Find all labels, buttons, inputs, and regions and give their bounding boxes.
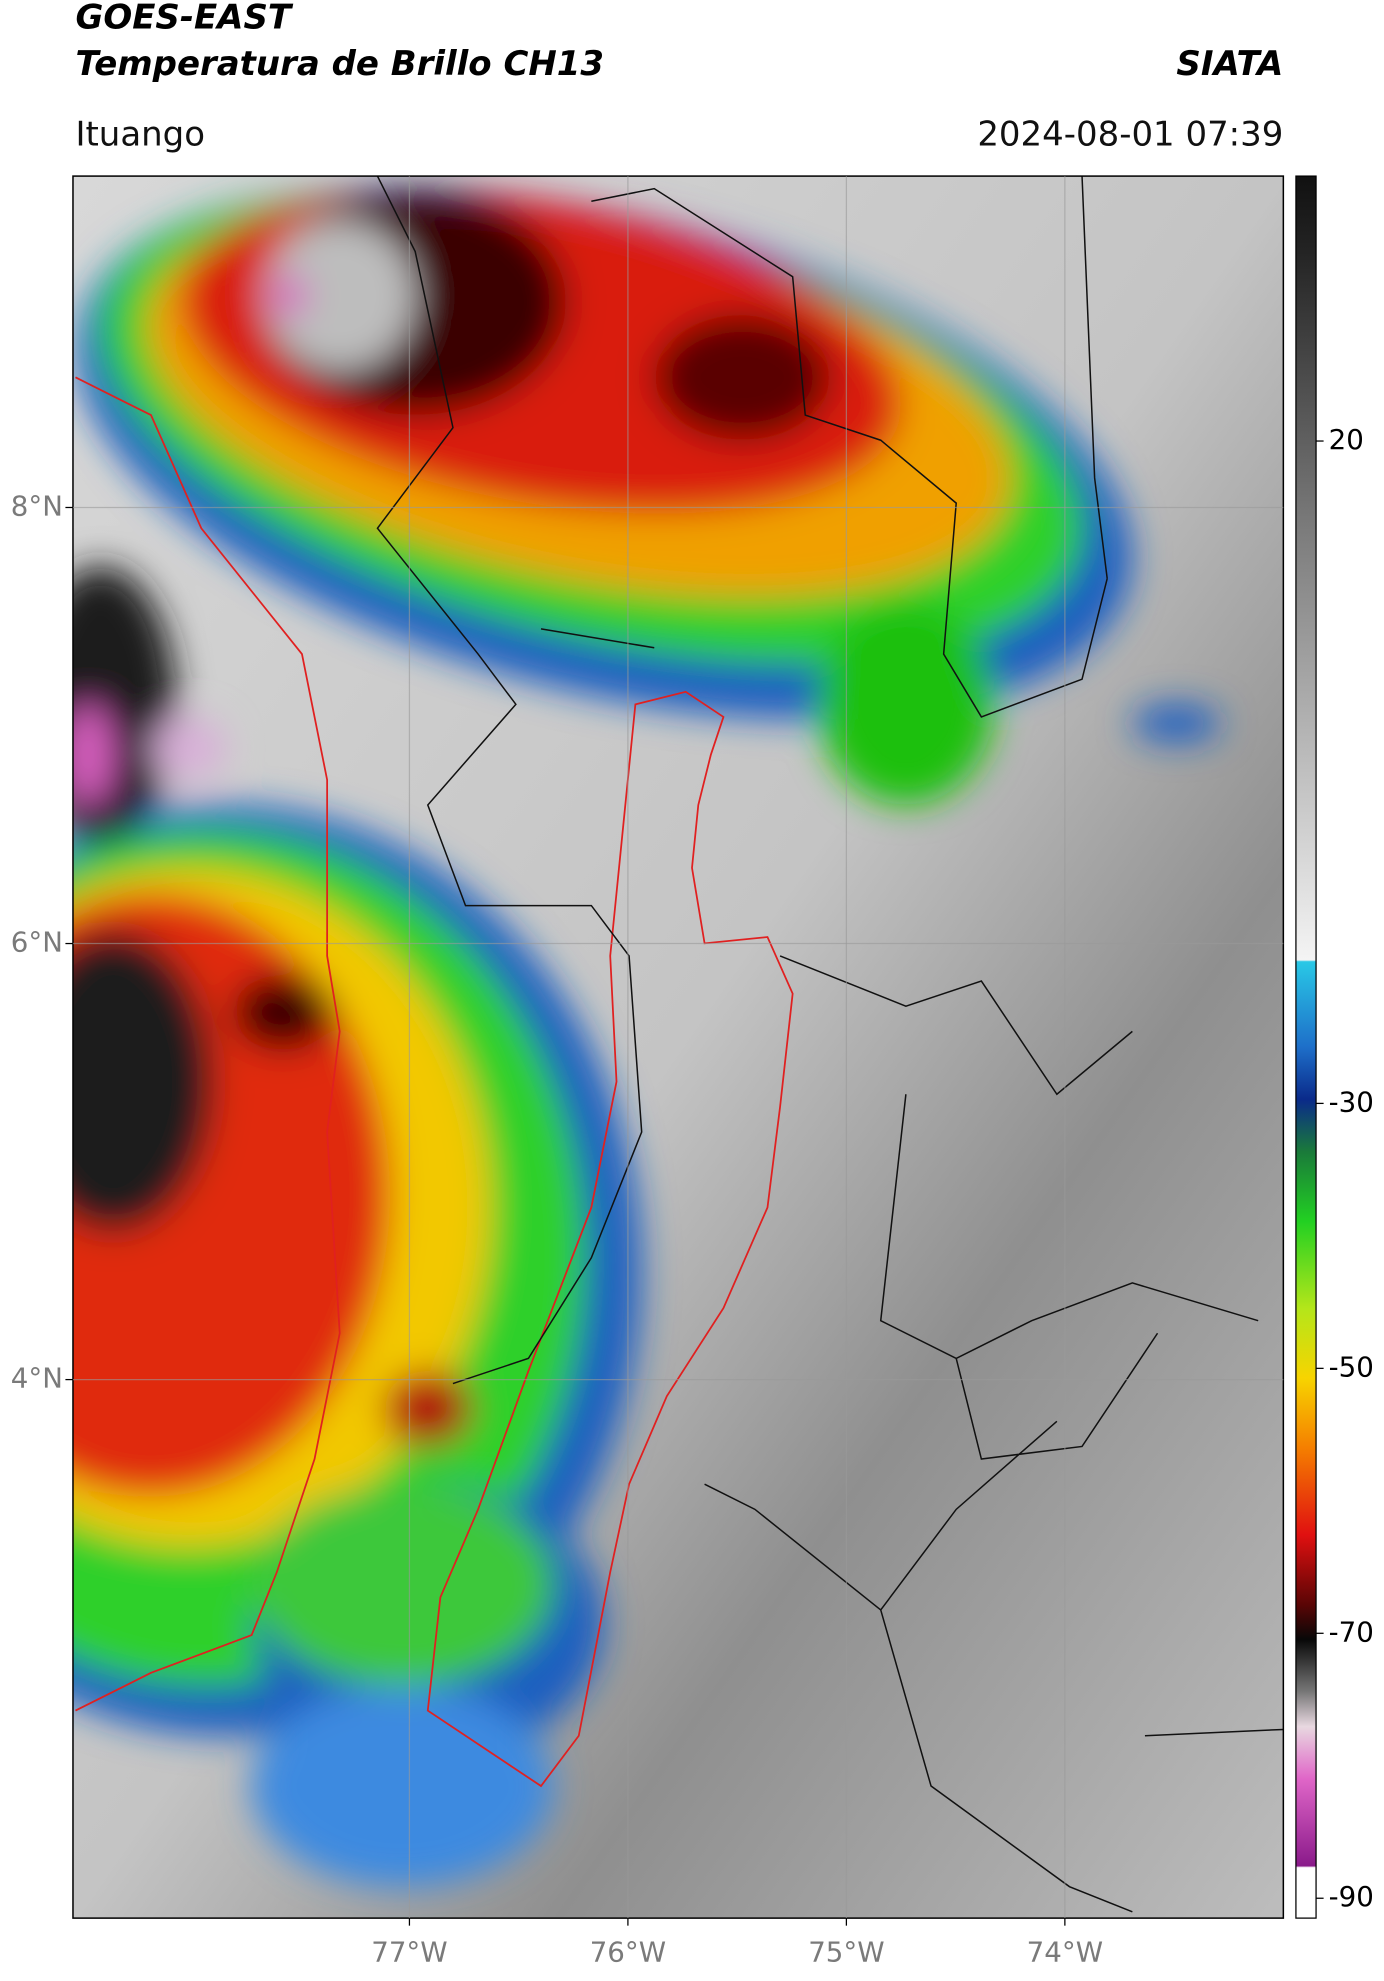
colorbar-tick-label: -70 <box>1329 1615 1374 1648</box>
datetime: 2024-08-01 07:39 <box>977 114 1283 154</box>
y-tick-label: 8°N <box>11 489 63 522</box>
plot-frame <box>72 175 1285 1919</box>
title: GOES-EAST <box>75 0 293 37</box>
colorbar-tick-label: -90 <box>1329 1880 1374 1913</box>
x-tick-label: 76°W <box>590 1935 666 1968</box>
colorbar-tick-label: -50 <box>1329 1350 1374 1383</box>
x-tick-label: 75°W <box>808 1935 884 1968</box>
x-tick-label: 74°W <box>1027 1935 1103 1968</box>
y-tick-label: 6°N <box>11 926 63 959</box>
colorbar-tick-label: 20 <box>1329 423 1364 456</box>
imagery <box>72 176 1284 1919</box>
x-tick-label: 77°W <box>371 1935 447 1968</box>
colorbar <box>1295 175 1317 1919</box>
title: Temperatura de Brillo CH13 <box>75 44 604 84</box>
region: Ituango <box>75 114 205 154</box>
y-tick-label: 4°N <box>11 1362 63 1395</box>
colorbar-tick-label: -30 <box>1329 1085 1374 1118</box>
source: SIATA <box>1176 44 1283 84</box>
